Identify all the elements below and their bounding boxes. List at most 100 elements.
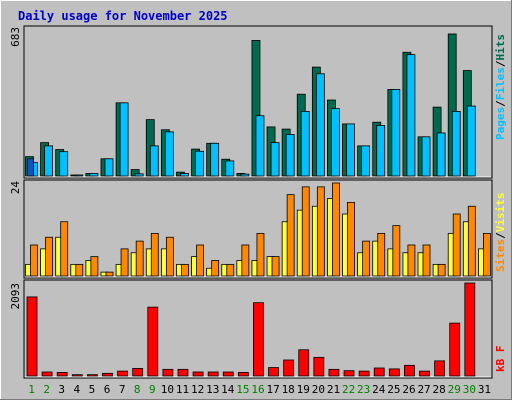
visits-bar <box>483 232 491 277</box>
kbytes-bar <box>449 322 461 377</box>
files-bar <box>149 145 159 177</box>
day-label: 14 <box>221 383 235 396</box>
visits-bar <box>452 213 461 277</box>
files-bar <box>391 89 401 177</box>
day-label: 6 <box>104 383 111 396</box>
day-label: 2 <box>43 383 50 396</box>
visits-bar <box>196 244 204 277</box>
files-bar <box>104 158 114 177</box>
legend-sep-2: / <box>494 60 507 67</box>
day-label: 8 <box>134 383 141 396</box>
kbytes-bar <box>222 371 234 377</box>
kbytes-bar <box>71 374 83 377</box>
visits-bar <box>165 236 174 277</box>
day-label: 17 <box>266 383 279 396</box>
visits-bar <box>226 263 235 277</box>
visits-bar <box>286 194 295 277</box>
files-bar <box>331 108 340 177</box>
visits-bar <box>301 186 310 277</box>
day-label: 25 <box>387 383 400 396</box>
visits-bar <box>332 182 340 277</box>
kbytes-bar <box>283 359 295 377</box>
kbytes-bar <box>162 368 174 377</box>
day-label: 9 <box>149 383 156 396</box>
kbytes-bar <box>328 368 340 377</box>
files-bar <box>376 125 386 177</box>
day-label: 5 <box>89 383 96 396</box>
day-label: 15 <box>236 383 249 396</box>
visits-bar <box>75 263 84 277</box>
visits-bar <box>407 244 416 277</box>
files-bar <box>164 131 174 177</box>
kbytes-bar <box>132 368 144 377</box>
visits-bar <box>211 260 220 277</box>
kbytes-bar <box>268 367 279 377</box>
kbytes-bar <box>373 367 385 377</box>
day-label: 30 <box>463 383 476 396</box>
files-bar <box>285 134 295 177</box>
files-bar <box>210 142 220 177</box>
day-label: 11 <box>176 383 189 396</box>
visits-bar <box>347 201 355 277</box>
kbytes-bar <box>358 370 370 377</box>
kbytes-bar <box>41 371 53 377</box>
day-label: 3 <box>58 383 65 396</box>
kbytes-bar <box>464 282 476 377</box>
files-bar <box>59 151 69 177</box>
visits-bar <box>181 263 189 277</box>
kbytes-bar <box>56 372 68 377</box>
visits-bar <box>437 263 446 277</box>
files-bar <box>180 173 189 177</box>
chart-title: Daily usage for November 2025 <box>18 9 228 23</box>
kbytes-bar <box>237 372 249 377</box>
day-label: 26 <box>402 383 415 396</box>
panel3-ymax-label: 2093 <box>9 283 22 310</box>
files-bar <box>361 145 371 177</box>
legend-hits: Hits <box>494 34 507 61</box>
day-label: 16 <box>251 383 264 396</box>
visits-sites-panel <box>23 179 493 279</box>
kbytes-bar <box>26 296 38 377</box>
day-label: 13 <box>206 383 219 396</box>
visits-bar <box>377 232 386 277</box>
visits-bar <box>45 236 53 277</box>
day-label: 22 <box>342 383 355 396</box>
day-label: 18 <box>282 383 295 396</box>
files-bar <box>119 102 129 177</box>
day-label: 27 <box>417 383 430 396</box>
day-label: 21 <box>327 383 340 396</box>
panel-frame <box>23 279 493 379</box>
kbytes-bar <box>404 364 415 377</box>
files-bar <box>225 160 235 177</box>
kbytes-bar <box>86 374 98 377</box>
visits-bar <box>120 248 129 277</box>
visits-bar <box>362 240 371 277</box>
files-bar <box>466 105 476 177</box>
panel1-ymax-label: 683 <box>9 27 22 47</box>
legend-pages: Pages <box>494 107 507 140</box>
x-axis-day-labels: 1 2 3 4 5 6 7 8 9 10 11 12 13 14 15 16 17 18 19 20 21 22 23 24 2… <box>28 383 491 396</box>
kbytes-bar <box>192 371 204 377</box>
kbytes-bar <box>313 356 325 377</box>
files-bar <box>240 173 250 177</box>
visits-bar <box>392 225 401 277</box>
files-bar <box>74 174 84 177</box>
day-label: 28 <box>433 383 446 396</box>
kbytes-bar <box>177 368 189 377</box>
kbytes-bar <box>253 302 264 377</box>
svg-text:kB F: kB F <box>494 346 507 373</box>
files-bar <box>451 111 461 177</box>
kbytes-bar <box>298 349 310 377</box>
visits-bar <box>90 256 99 277</box>
legend-kbytes: kB F <box>494 346 507 373</box>
visits-bar <box>105 271 114 277</box>
files-bar <box>44 145 53 177</box>
visits-bar <box>135 240 144 277</box>
kbytes-bar <box>343 370 355 377</box>
files-bar <box>300 111 310 177</box>
legend-sites: Sites <box>494 239 507 272</box>
kbytes-bar <box>388 368 400 377</box>
visits-bar <box>150 232 159 277</box>
visits-bar <box>467 205 476 277</box>
